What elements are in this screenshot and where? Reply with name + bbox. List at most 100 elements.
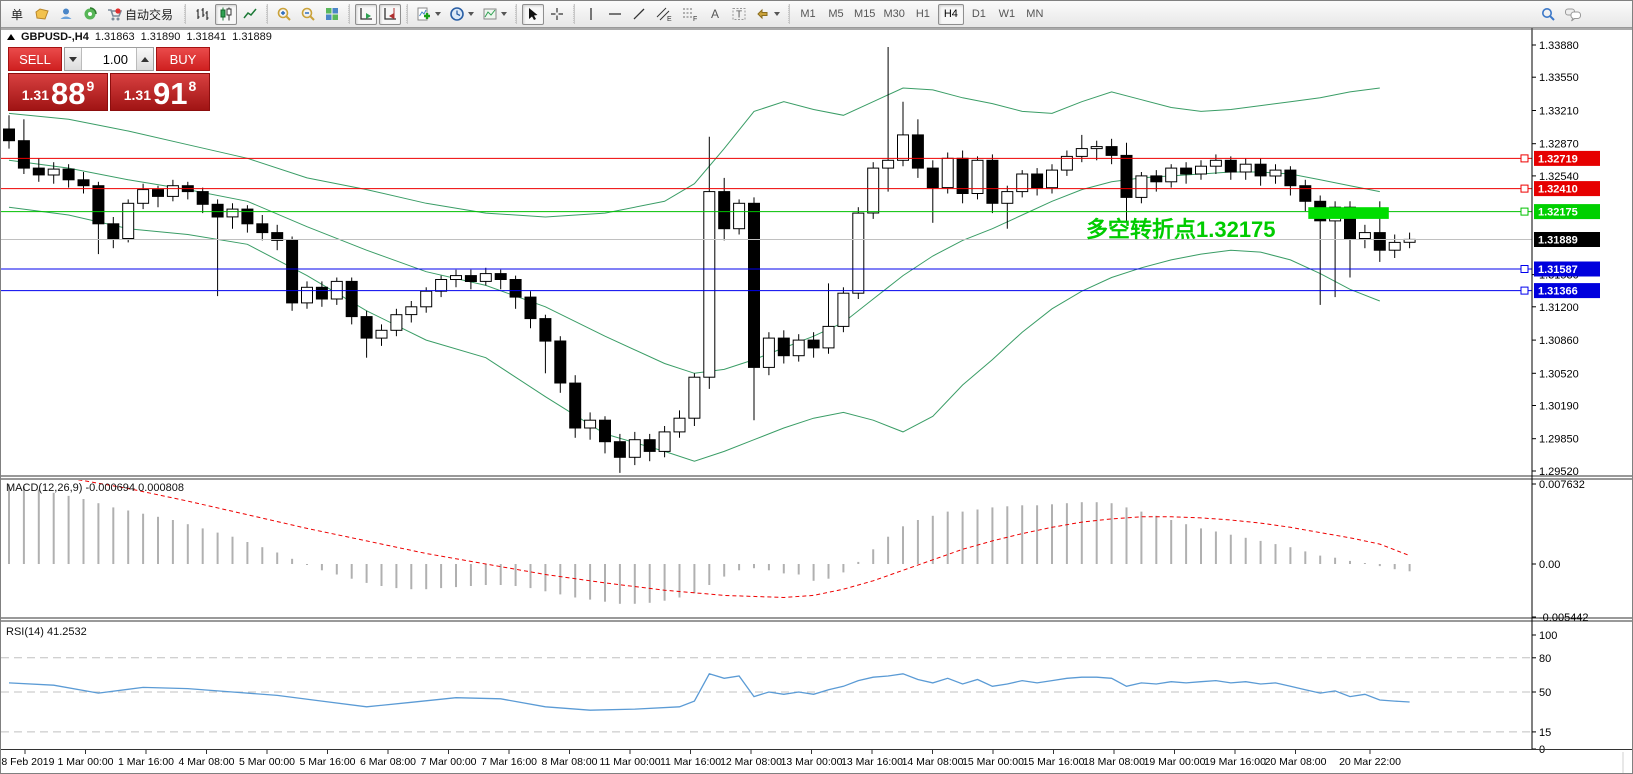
- svg-text:E: E: [667, 16, 672, 22]
- fibonacci-tool-button[interactable]: F: [678, 4, 702, 25]
- candlestick-chart-button[interactable]: [215, 3, 238, 25]
- community-button[interactable]: [55, 4, 77, 25]
- new-order-button[interactable]: 单: [5, 4, 29, 25]
- indicators-button[interactable]: [413, 4, 444, 25]
- timeframe-button-h1[interactable]: H1: [910, 4, 936, 25]
- pane-separators[interactable]: [1, 475, 1633, 622]
- profiles-button[interactable]: [31, 4, 53, 25]
- caret-down-icon: [69, 56, 77, 62]
- price-axis[interactable]: 1.338801.335501.332101.328701.325401.315…: [1, 28, 1633, 756]
- volume-decrease-button[interactable]: [65, 48, 82, 70]
- timeframe-button-m5[interactable]: M5: [823, 4, 849, 25]
- chart-area: 多空转折点1.32175 MACD(12,26,9) -0.000694 0.0…: [1, 28, 1633, 774]
- auto-scroll-button[interactable]: [355, 3, 378, 25]
- periods-button[interactable]: [446, 4, 477, 25]
- crosshair-button[interactable]: [546, 4, 568, 25]
- symbol-period-label: GBPUSD-,H4: [21, 31, 89, 43]
- zoom-out-button[interactable]: [297, 4, 319, 25]
- volume-increase-button[interactable]: [136, 48, 153, 70]
- sell-price-big: 88: [50, 75, 86, 111]
- toolbar-separator: [348, 4, 351, 24]
- autotrading-button[interactable]: 自动交易: [103, 4, 179, 25]
- buy-price-display[interactable]: 1.31 91 8: [110, 73, 210, 111]
- timeframe-button-m15[interactable]: M15: [851, 4, 878, 25]
- timeframe-button-w1[interactable]: W1: [994, 4, 1020, 25]
- timeframe-button-m1[interactable]: M1: [795, 4, 821, 25]
- line-chart-button[interactable]: [239, 4, 261, 25]
- svg-text:1 Mar 16:00: 1 Mar 16:00: [118, 756, 174, 768]
- chat-button[interactable]: [1561, 4, 1585, 25]
- buy-price-prefix: 1.31: [123, 87, 151, 103]
- toolbar-right-group: [1536, 4, 1629, 25]
- sell-button[interactable]: SELL: [8, 47, 62, 71]
- line-chart-icon: [243, 8, 257, 19]
- timeframe-button-m30[interactable]: M30: [880, 4, 907, 25]
- timeframe-button-mn[interactable]: MN: [1022, 4, 1048, 25]
- svg-text:1 Mar 00:00: 1 Mar 00:00: [57, 756, 113, 768]
- chart-title: GBPUSD-,H4 1.31863 1.31890 1.31841 1.318…: [7, 31, 272, 43]
- candlestick-series: [3, 47, 1416, 473]
- svg-text:0.00: 0.00: [1539, 559, 1560, 571]
- periods-clock-icon: [450, 7, 464, 21]
- green-rectangle-object[interactable]: [1308, 207, 1389, 219]
- horizontal-price-lines[interactable]: [1, 154, 1532, 295]
- templates-button[interactable]: [479, 4, 510, 25]
- ohlc-open: 1.31863: [94, 31, 135, 43]
- svg-text:100: 100: [1539, 630, 1557, 642]
- zoom-in-icon: [277, 7, 291, 21]
- sell-price-prefix: 1.31: [21, 87, 49, 103]
- trendline-tool-button[interactable]: [628, 4, 650, 25]
- svg-text:0.007632: 0.007632: [1539, 479, 1585, 491]
- text-label-tool-button[interactable]: T: [728, 4, 750, 25]
- svg-text:1.32175: 1.32175: [1538, 207, 1578, 219]
- annotation-label[interactable]: 多空转折点1.32175: [1086, 217, 1276, 242]
- channel-tool-button[interactable]: E: [652, 4, 676, 25]
- svg-text:12 Mar 08:00: 12 Mar 08:00: [720, 756, 782, 768]
- sell-price-display[interactable]: 1.31 88 9: [8, 73, 108, 111]
- timeframe-button-d1[interactable]: D1: [966, 4, 992, 25]
- collapse-arrow-icon[interactable]: [7, 34, 15, 40]
- svg-text:20 Mar 08:00: 20 Mar 08:00: [1265, 756, 1327, 768]
- text-label-icon: T: [732, 8, 746, 21]
- cursor-button[interactable]: [522, 3, 545, 25]
- chart-canvas[interactable]: 多空转折点1.32175 MACD(12,26,9) -0.000694 0.0…: [1, 28, 1633, 774]
- timeframe-button-h4[interactable]: H4: [937, 3, 964, 25]
- trendline-icon: [633, 8, 645, 20]
- toolbar-separator: [184, 4, 187, 24]
- svg-text:1.29520: 1.29520: [1539, 466, 1579, 478]
- equidistant-channel-icon: E: [656, 7, 672, 22]
- text-tool-button[interactable]: A: [704, 4, 726, 25]
- signals-button[interactable]: [79, 4, 101, 25]
- horizontal-line-tool-button[interactable]: [604, 4, 626, 25]
- buy-button[interactable]: BUY: [156, 47, 210, 71]
- svg-text:15 Mar 00:00: 15 Mar 00:00: [962, 756, 1024, 768]
- rsi-pane: [1, 657, 1532, 733]
- crosshair-icon: [551, 8, 564, 20]
- svg-text:1.32540: 1.32540: [1539, 171, 1579, 183]
- chat-icon: [1565, 8, 1581, 22]
- toolbar-separator: [788, 4, 791, 24]
- svg-text:5 Mar 00:00: 5 Mar 00:00: [239, 756, 295, 768]
- svg-text:T: T: [736, 10, 742, 21]
- svg-text:1.33550: 1.33550: [1539, 72, 1579, 84]
- svg-text:14 Mar 08:00: 14 Mar 08:00: [902, 756, 964, 768]
- ohlc-close: 1.31889: [232, 31, 272, 43]
- volume-input[interactable]: [82, 48, 136, 70]
- dropdown-caret-icon: [435, 12, 442, 16]
- chart-shift-button[interactable]: [379, 3, 402, 25]
- search-button[interactable]: [1537, 4, 1559, 25]
- time-axis[interactable]: 28 Feb 2019 1 Mar 00:00 1 Mar 16:00 4 Mar 0…: [1, 749, 1633, 774]
- zoom-in-button[interactable]: [273, 4, 295, 25]
- toolbar-separator: [266, 4, 269, 24]
- svg-text:11 Mar 00:00: 11 Mar 00:00: [599, 756, 660, 768]
- vertical-line-tool-button[interactable]: [580, 4, 602, 25]
- caret-up-icon: [141, 56, 149, 62]
- bar-chart-button[interactable]: [191, 4, 213, 25]
- svg-text:1.30520: 1.30520: [1539, 368, 1579, 380]
- arrows-tool-button[interactable]: [752, 4, 783, 25]
- svg-text:1.32719: 1.32719: [1538, 153, 1578, 165]
- svg-text:7 Mar 00:00: 7 Mar 00:00: [420, 756, 476, 768]
- tile-windows-button[interactable]: [321, 4, 343, 25]
- new-order-label: 单: [11, 7, 24, 22]
- svg-text:1.29850: 1.29850: [1539, 434, 1579, 446]
